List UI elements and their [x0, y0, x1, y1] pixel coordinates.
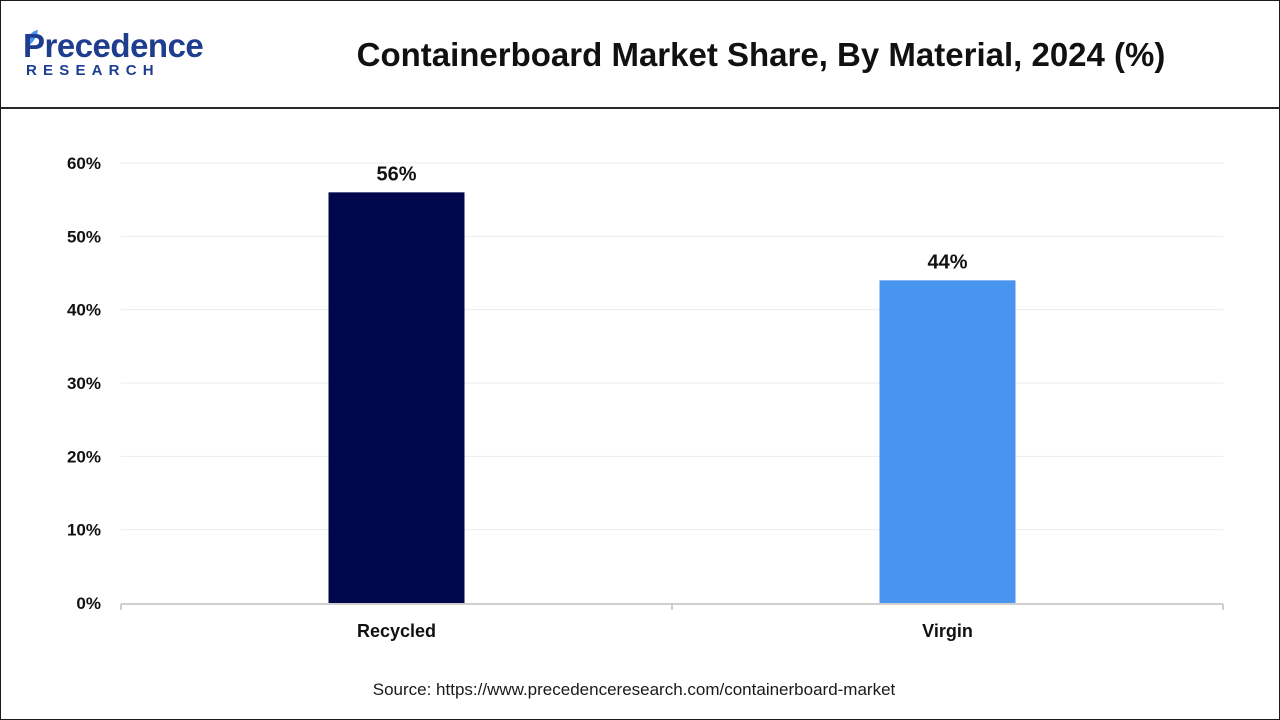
brand-name: Precedence: [23, 27, 204, 64]
x-axis-tick-labels: Recycled Virgin: [357, 621, 973, 641]
brand-subtitle: RESEARCH: [26, 62, 160, 79]
bar-recycled: [328, 192, 465, 604]
y-tick-label: 0%: [76, 594, 101, 613]
y-tick-label: 20%: [67, 447, 101, 466]
y-tick-label: 50%: [67, 227, 101, 246]
y-tick-label: 40%: [67, 301, 101, 320]
data-label: 44%: [927, 251, 967, 273]
x-axis: [120, 603, 1224, 610]
data-labels: 56% 44%: [376, 163, 967, 273]
brand-logo: Precedence RESEARCH: [23, 27, 223, 87]
x-tick-label: Virgin: [922, 621, 973, 641]
chart-title: Containerboard Market Share, By Material…: [356, 36, 1166, 73]
gridlines: [121, 162, 1223, 531]
x-tick-label: Recycled: [357, 621, 436, 641]
leaf-icon: [27, 30, 38, 47]
y-tick-label: 60%: [67, 154, 101, 173]
bars: [328, 192, 1016, 604]
y-axis-tick-labels: 0% 10% 20% 30% 40% 50% 60%: [67, 154, 101, 613]
data-label: 56%: [376, 163, 416, 185]
y-tick-label: 30%: [67, 374, 101, 393]
chart-header: Precedence RESEARCH Containerboard Marke…: [1, 1, 1279, 109]
bar-virgin: [879, 280, 1016, 603]
y-tick-label: 10%: [67, 521, 101, 540]
source-note: Source: https://www.precedenceresearch.c…: [372, 680, 896, 699]
